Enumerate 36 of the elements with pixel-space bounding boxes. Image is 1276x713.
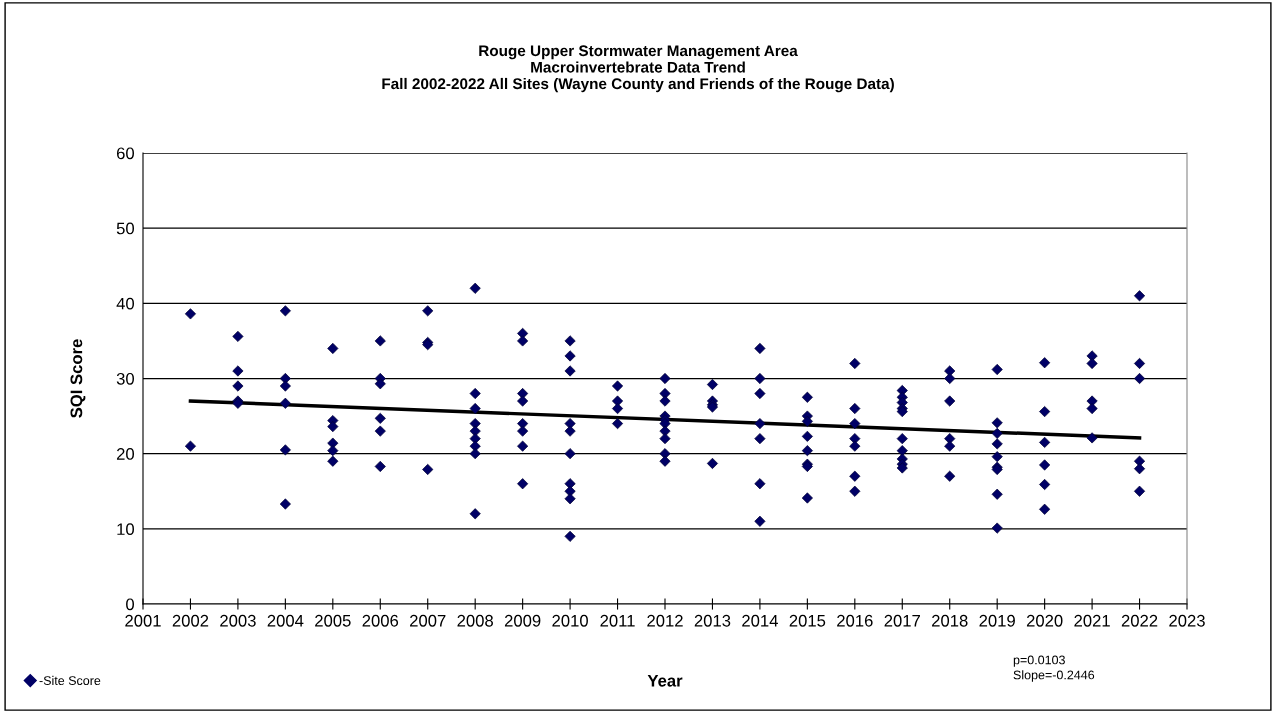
y-tick-label: 10 [117, 523, 135, 536]
text: p=0.0103 [1013, 655, 1065, 667]
legend-label: -Site Score [39, 675, 101, 686]
chart-title: Rouge Upper Stormwater Management Area Macroinvertebrate Data Trend Fall 2002-2022 All Sites (Wayne County and Friends of the Rouge Data) [382, 45, 894, 93]
x-tick-label: 2008 [457, 614, 493, 627]
x-tick-label: 2012 [647, 614, 683, 627]
x-tick-label: 2014 [742, 614, 778, 627]
x-tick-label: 2021 [1074, 614, 1110, 627]
y-tick-label: 40 [116, 297, 135, 310]
text: Slope=-0.2446 [1013, 670, 1095, 682]
x-tick-label: 2006 [362, 614, 399, 627]
x-tick-label: 2020 [1026, 614, 1063, 627]
y-tick-label: 20 [116, 448, 135, 460]
x-tick-label: 2010 [552, 614, 588, 627]
x-tick-label: 2023 [1169, 614, 1205, 627]
x-tick-label: 2018 [932, 614, 968, 627]
x-tick-label: 2002 [172, 614, 209, 627]
y-tick-label: 50 [116, 222, 135, 235]
x-tick-label: 2015 [789, 614, 826, 627]
x-tick-label: 2009 [504, 614, 541, 627]
y-tick-label: 30 [116, 372, 135, 385]
x-tick-label: 2011 [600, 614, 635, 627]
x-tick-label: 2004 [267, 614, 304, 627]
x-tick-label: 2022 [1121, 614, 1158, 627]
y-axis-title: SQI Score [70, 339, 86, 418]
x-tick-label: 2019 [979, 614, 1015, 627]
x-tick-label: 2017 [884, 614, 920, 627]
x-tick-label: 2003 [220, 614, 256, 627]
y-tick-label: 0 [126, 598, 135, 611]
x-tick-label: 2005 [315, 614, 351, 627]
x-tick-label: 2007 [410, 614, 446, 627]
x-axis-title: Year [647, 675, 683, 687]
x-tick-label: 2013 [694, 614, 731, 627]
x-tick-label: 2016 [837, 614, 873, 627]
y-tick-label: 60 [116, 147, 135, 160]
x-tick-label: 2001 [125, 614, 161, 627]
